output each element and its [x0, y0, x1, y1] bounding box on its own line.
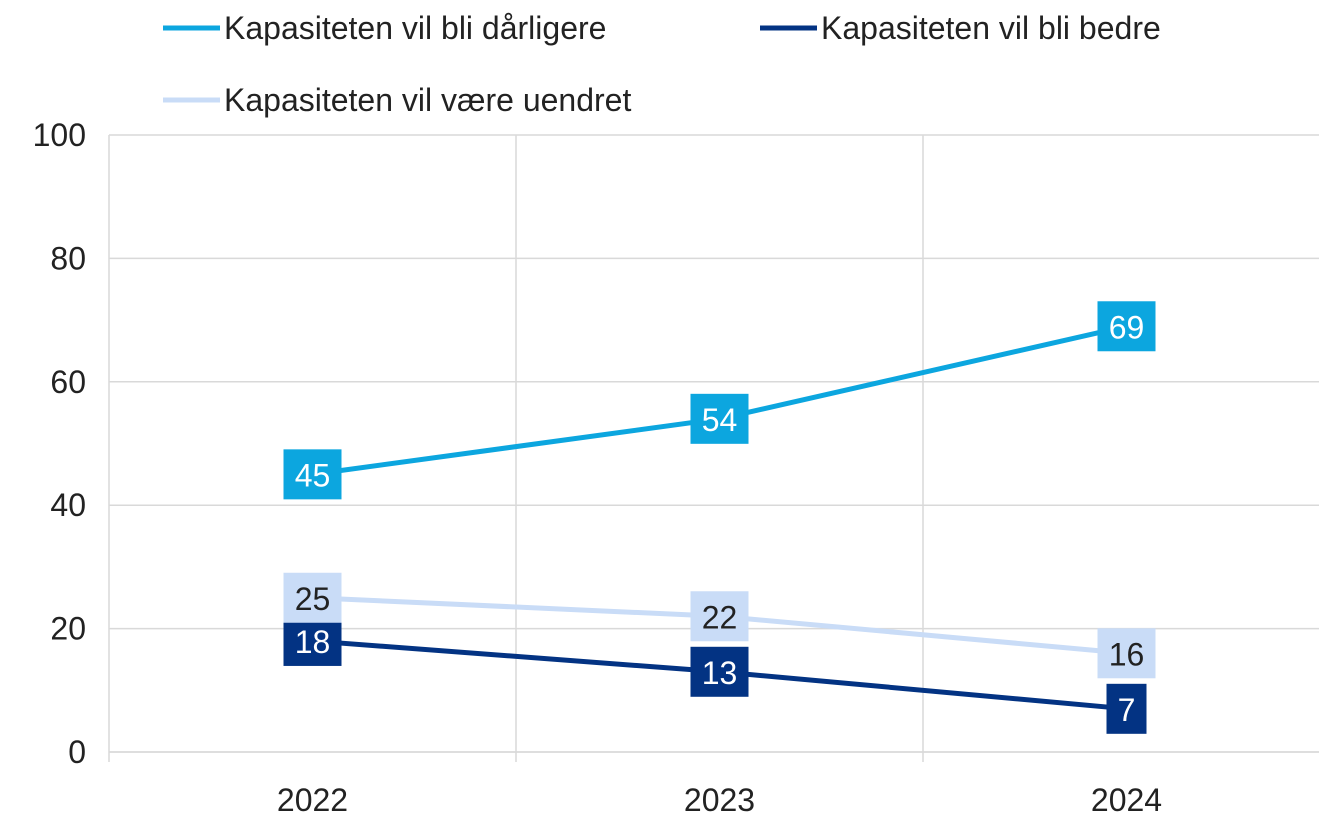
- data-label-box: [283, 615, 342, 666]
- data-label-box: [1097, 301, 1156, 352]
- data-label: 22: [702, 599, 738, 635]
- data-label-box: [690, 646, 749, 697]
- x-tick-label: 2023: [684, 782, 755, 814]
- data-label: 16: [1109, 636, 1145, 672]
- y-tick-label: 0: [68, 734, 86, 770]
- y-tick-label: 20: [50, 611, 86, 647]
- data-label-box: [690, 591, 749, 642]
- legend-label: Kapasiteten vil være uendret: [224, 82, 631, 118]
- data-label: 54: [702, 402, 738, 438]
- y-tick-label: 60: [50, 364, 86, 400]
- legend-label: Kapasiteten vil bli dårligere: [224, 10, 606, 46]
- data-label: 13: [702, 655, 738, 691]
- data-label-box: [1106, 683, 1147, 734]
- data-label-box: [283, 572, 342, 623]
- data-label: 7: [1118, 692, 1136, 728]
- data-label-box: [283, 449, 342, 500]
- data-label: 18: [295, 624, 331, 660]
- x-tick-label: 2022: [277, 782, 348, 814]
- x-tick-label: 2024: [1091, 782, 1162, 814]
- data-label-box: [690, 393, 749, 444]
- data-label-box: [1097, 628, 1156, 679]
- y-tick-label: 100: [33, 117, 86, 153]
- y-tick-label: 80: [50, 240, 86, 276]
- data-label: 25: [295, 581, 331, 617]
- data-label: 45: [295, 457, 331, 493]
- legend-label: Kapasiteten vil bli bedre: [821, 10, 1161, 46]
- data-label: 69: [1109, 309, 1145, 345]
- y-tick-label: 40: [50, 487, 86, 523]
